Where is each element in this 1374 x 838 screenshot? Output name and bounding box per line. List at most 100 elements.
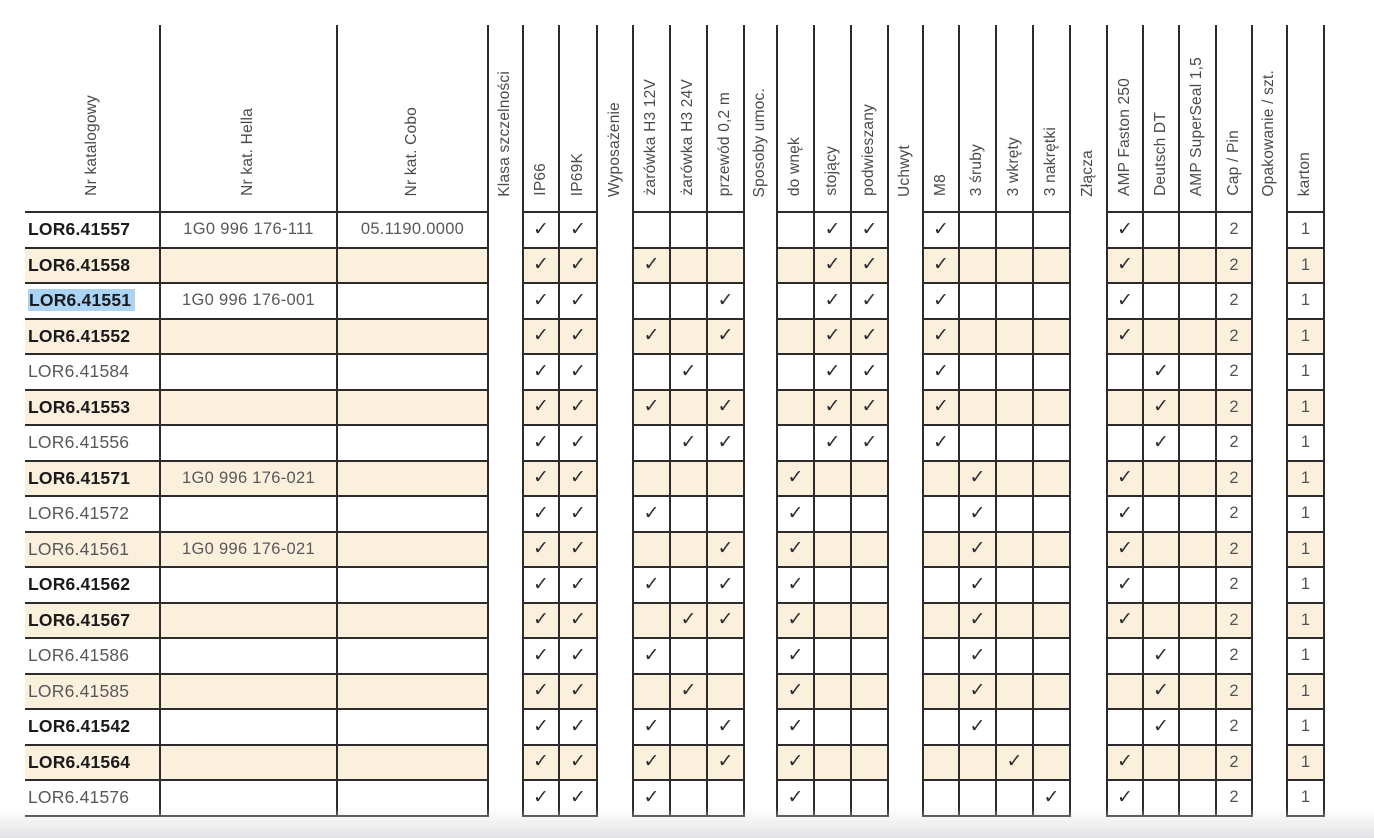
checkmark-icon: ✓ xyxy=(824,325,841,347)
checkmark-icon: ✓ xyxy=(533,325,549,347)
column-label: żarówka H3 12V xyxy=(642,79,660,196)
check-cell-nakretki3 xyxy=(1032,743,1071,781)
hella-number-cell xyxy=(159,246,338,284)
check-cell-sruby3 xyxy=(958,282,997,320)
karton-value-cell: 1 xyxy=(1286,459,1325,497)
check-cell-zarowka_h3_24v xyxy=(669,743,708,781)
group-spacer-g_opakowanie xyxy=(1252,638,1287,674)
check-cell-zarowka_h3_12v: ✓ xyxy=(632,566,671,604)
catalog-number: LOR6.41558 xyxy=(28,254,131,275)
check-cell-przewod: ✓ xyxy=(706,708,745,746)
column-label: M8 xyxy=(931,174,949,196)
check-cell-amp_superseal xyxy=(1178,637,1217,675)
checkmark-icon: ✓ xyxy=(717,431,734,453)
check-cell-sruby3: ✓ xyxy=(958,566,997,604)
column-header-g_zlacza: Złącza xyxy=(1069,25,1108,212)
group-spacer-g_wyposazenie xyxy=(597,496,633,532)
check-cell-sruby3: ✓ xyxy=(958,672,997,710)
check-cell-wkrety3 xyxy=(995,708,1034,746)
check-cell-stojacy xyxy=(813,637,852,675)
checkmark-icon: ✓ xyxy=(933,325,949,347)
checkmark-icon: ✓ xyxy=(643,254,660,276)
catalog-number: LOR6.41553 xyxy=(28,396,131,417)
checkmark-icon: ✓ xyxy=(824,218,841,240)
group-spacer-g_wyposazenie xyxy=(597,318,633,354)
group-spacer-g_wyposazenie xyxy=(597,567,633,603)
check-cell-sruby3 xyxy=(958,388,997,426)
catalog-number: LOR6.41562 xyxy=(28,574,131,595)
group-spacer-g_wyposazenie xyxy=(597,425,633,461)
check-cell-amp_superseal xyxy=(1178,353,1217,391)
check-cell-ip69k: ✓ xyxy=(558,708,598,746)
group-spacer-g_uchwyt xyxy=(888,744,923,780)
checkmark-icon: ✓ xyxy=(1153,431,1169,453)
column-header-zarowka_h3_12v: żarówka H3 12V xyxy=(632,25,671,212)
check-cell-przewod xyxy=(706,246,745,284)
check-cell-m8: ✓ xyxy=(922,353,960,391)
check-cell-stojacy xyxy=(813,495,852,533)
checkmark-icon: ✓ xyxy=(533,289,549,311)
catalog-number-cell: LOR6.41576 xyxy=(25,779,161,817)
check-cell-ip69k: ✓ xyxy=(558,566,598,604)
check-cell-stojacy xyxy=(813,566,852,604)
check-cell-amp_superseal xyxy=(1178,672,1217,710)
check-cell-deutsch_dt: ✓ xyxy=(1142,353,1180,391)
checkmark-icon: ✓ xyxy=(643,644,660,666)
check-cell-ip66: ✓ xyxy=(522,317,560,355)
cobo-number-cell xyxy=(336,743,489,781)
check-cell-podwieszany xyxy=(850,495,889,533)
checkmark-icon: ✓ xyxy=(533,680,549,702)
checkmark-icon: ✓ xyxy=(787,715,804,737)
checkmark-icon: ✓ xyxy=(533,502,549,524)
group-spacer-g_klasa xyxy=(488,318,523,354)
checkmark-icon: ✓ xyxy=(969,538,986,560)
group-spacer-g_uchwyt xyxy=(888,638,923,674)
check-cell-zarowka_h3_24v xyxy=(669,388,708,426)
checkmark-icon: ✓ xyxy=(680,680,697,702)
check-cell-sruby3 xyxy=(958,246,997,284)
checkmark-icon: ✓ xyxy=(933,218,949,240)
check-cell-podwieszany xyxy=(850,743,889,781)
checkmark-icon: ✓ xyxy=(680,431,697,453)
check-cell-ip69k: ✓ xyxy=(558,459,598,497)
checkmark-icon: ✓ xyxy=(1117,502,1133,524)
checkmark-icon: ✓ xyxy=(570,644,586,666)
column-label: IP69K xyxy=(568,152,586,196)
check-cell-nakretki3 xyxy=(1032,566,1071,604)
karton-value-cell: 1 xyxy=(1286,282,1325,320)
check-cell-do_wnek: ✓ xyxy=(776,672,815,710)
karton-value-cell: 1 xyxy=(1286,637,1325,675)
cobo-number-cell xyxy=(336,708,489,746)
table-row-LOR6.41542: LOR6.41542 ✓ ✓ ✓ ✓ ✓ ✓ ✓ 2 1 xyxy=(25,708,1325,746)
group-spacer-g_zlacza xyxy=(1070,709,1107,745)
karton-value-cell: 1 xyxy=(1286,495,1325,533)
catalog-number: LOR6.41557 xyxy=(28,219,131,240)
catalog-number-cell: LOR6.41586 xyxy=(25,637,161,675)
check-cell-zarowka_h3_12v: ✓ xyxy=(632,317,671,355)
hella-number: 1G0 996 176-001 xyxy=(182,291,315,310)
check-cell-przewod xyxy=(706,672,745,710)
group-spacer-g_wyposazenie xyxy=(597,602,633,638)
group-spacer-g_uchwyt xyxy=(888,496,923,532)
check-cell-amp_faston: ✓ xyxy=(1106,246,1144,284)
check-cell-zarowka_h3_12v xyxy=(632,282,671,320)
checkmark-icon: ✓ xyxy=(570,538,586,560)
cobo-number-cell xyxy=(336,246,489,284)
check-cell-stojacy: ✓ xyxy=(813,246,852,284)
check-cell-ip66: ✓ xyxy=(522,459,560,497)
cobo-number-cell: 05.1190.0000 xyxy=(336,211,489,249)
column-header-ip66: IP66 xyxy=(522,25,560,212)
cap_pin-value: 2 xyxy=(1229,646,1239,665)
group-spacer-g_klasa xyxy=(488,709,523,745)
checkmark-icon: ✓ xyxy=(533,751,549,773)
cap_pin-value: 2 xyxy=(1229,433,1239,452)
header-row: Nr katalogowy Nr kat. Hella Nr kat. Cobo Kl… xyxy=(25,25,1325,212)
group-spacer-g_sposoby xyxy=(744,709,777,745)
checkmark-icon: ✓ xyxy=(533,644,549,666)
catalog-number-cell: LOR6.41556 xyxy=(25,424,161,462)
catalog-number-cell: LOR6.41558 xyxy=(25,246,161,284)
check-cell-wkrety3 xyxy=(995,246,1034,284)
catalog-number: LOR6.41561 xyxy=(28,538,130,559)
column-label: Wyposażenie xyxy=(605,101,623,197)
cobo-number-cell xyxy=(336,495,489,533)
